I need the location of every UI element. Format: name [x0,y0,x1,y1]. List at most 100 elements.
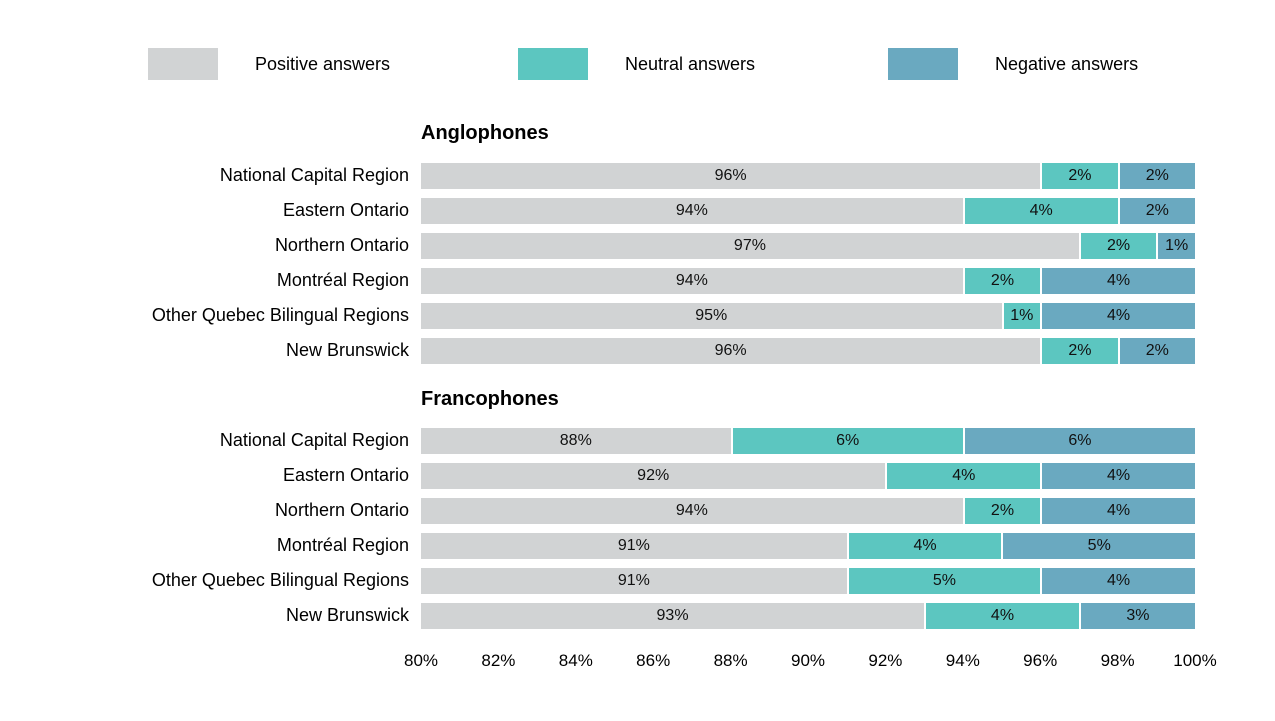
bar-track: 96% 2% 2% [421,163,1195,189]
chart-row: Northern Ontario 97% 2% 1% [0,233,1210,259]
segment-value-label: 94% [675,502,708,519]
segment-positive: 96% [421,163,1041,189]
segment-negative: 2% [1117,198,1195,224]
segment-negative: 2% [1117,338,1195,364]
segment-positive: 92% [421,463,886,489]
x-axis-tick: 82% [481,651,516,670]
segment-positive: 97% [421,233,1079,259]
segment-value-label: 2% [1145,342,1169,359]
segment-value-label: 4% [1107,307,1131,324]
legend-item-positive: Positive answers [148,48,518,80]
x-axis-tick: 90% [790,651,826,670]
chart-row: Other Quebec Bilingual Regions 91% 5% 4% [0,568,1210,594]
segment-value-label: 2% [1068,167,1092,184]
segment-neutral: 4% [885,463,1041,489]
francophones-rows: National Capital Region 88% 6% 6% Easter… [0,428,1210,638]
row-label: Other Quebec Bilingual Regions [151,570,409,591]
segment-neutral: 2% [1040,163,1118,189]
segment-negative: 4% [1040,463,1195,489]
segment-positive: 96% [421,338,1041,364]
segment-neutral: 6% [730,428,963,454]
segment-value-label: 5% [932,572,956,589]
x-axis-tick: 92% [868,651,903,670]
segment-neutral: 4% [846,533,1002,559]
segment-negative: 3% [1078,603,1195,629]
segment-positive: 91% [421,568,847,594]
row-label: Other Quebec Bilingual Regions [151,305,409,326]
bar-track: 97% 2% 1% [421,233,1195,259]
segment-value-label: 2% [990,272,1015,289]
segment-value-label: 4% [913,537,937,554]
segment-value-label: 4% [1107,502,1131,519]
segment-value-label: 2% [1145,167,1169,184]
segment-neutral: 4% [924,603,1079,629]
neutral-swatch-icon [518,48,588,80]
x-axis-tick: 88% [713,651,748,670]
row-label: New Brunswick [285,340,409,361]
bar-track: 94% 4% 2% [421,198,1195,224]
legend-label-negative: Negative answers [995,54,1139,74]
segment-neutral: 2% [962,498,1041,524]
segment-value-label: 1% [1010,307,1034,324]
legend-item-neutral: Neutral answers [518,48,888,80]
segment-neutral: 2% [1078,233,1157,259]
segment-value-label: 91% [617,537,650,554]
segment-value-label: 4% [1107,272,1131,289]
row-label: Eastern Ontario [282,465,409,486]
chart-row: National Capital Region 88% 6% 6% [0,428,1210,454]
section-title-anglophones: Anglophones [421,122,549,144]
segment-value-label: 2% [1068,342,1092,359]
segment-neutral: 5% [846,568,1041,594]
section-title-francophones: Francophones [421,388,559,410]
segment-negative: 1% [1156,233,1195,259]
segment-positive: 94% [421,198,963,224]
segment-value-label: 1% [1165,237,1189,254]
row-label: Montréal Region [276,270,409,291]
row-label: New Brunswick [285,605,409,626]
segment-value-label: 94% [675,272,708,289]
segment-positive: 88% [421,428,731,454]
legend-item-negative: Negative answers [888,48,1258,80]
bar-track: 91% 5% 4% [421,568,1195,594]
row-label: Northern Ontario [274,500,409,521]
x-axis-tick: 98% [1100,651,1135,670]
segment-value-label: 4% [1029,202,1053,219]
segment-negative: 4% [1040,498,1195,524]
segment-value-label: 2% [990,502,1015,519]
bar-track: 95% 1% 4% [421,303,1195,329]
bar-track: 94% 2% 4% [421,498,1195,524]
segment-negative: 4% [1040,568,1195,594]
segment-neutral: 4% [962,198,1118,224]
segment-positive: 94% [421,498,963,524]
row-label: Eastern Ontario [282,200,409,221]
chart-row: Northern Ontario 94% 2% 4% [0,498,1210,524]
x-axis-tick: 100% [1173,651,1217,670]
chart-row: Other Quebec Bilingual Regions 95% 1% 4% [0,303,1210,329]
bar-track: 92% 4% 4% [421,463,1195,489]
segment-negative: 4% [1040,303,1195,329]
segment-value-label: 5% [1087,537,1111,554]
negative-swatch-icon [888,48,958,80]
x-axis-tick: 80% [403,651,439,670]
x-axis-tick: 86% [636,651,671,670]
segment-neutral: 1% [1001,303,1041,329]
legend-label-neutral: Neutral answers [625,54,756,74]
segment-neutral: 2% [1040,338,1118,364]
chart-row: Eastern Ontario 94% 4% 2% [0,198,1210,224]
segment-value-label: 88% [559,432,592,449]
segment-value-label: 94% [675,202,708,219]
segment-value-label: 96% [714,342,747,359]
chart-row: National Capital Region 96% 2% 2% [0,163,1210,189]
segment-positive: 95% [421,303,1002,329]
bar-track: 93% 4% 3% [421,603,1195,629]
bar-track: 96% 2% 2% [421,338,1195,364]
segment-value-label: 4% [990,607,1015,624]
x-axis-tick: 96% [1023,651,1058,670]
segment-value-label: 91% [617,572,650,589]
x-axis-tick: 84% [558,651,593,670]
bar-track: 94% 2% 4% [421,268,1195,294]
segment-value-label: 4% [1107,572,1131,589]
row-label: Montréal Region [276,535,409,556]
segment-value-label: 6% [1068,432,1092,449]
